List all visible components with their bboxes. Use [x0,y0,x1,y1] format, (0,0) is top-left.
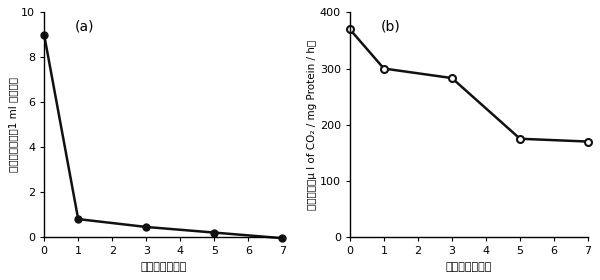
Text: (a): (a) [75,19,95,33]
Text: (b): (b) [381,19,401,33]
Y-axis label: 生菌数の対数（1 ml 当たり）: 生菌数の対数（1 ml 当たり） [8,77,19,172]
Y-axis label: 酵素活性（μ l of CO₂ / mg Protein / h）: 酵素活性（μ l of CO₂ / mg Protein / h） [307,40,317,210]
X-axis label: 贯蔵期間（日）: 贯蔵期間（日） [446,262,492,272]
X-axis label: 贯蔵期間（日）: 贯蔵期間（日） [140,262,187,272]
